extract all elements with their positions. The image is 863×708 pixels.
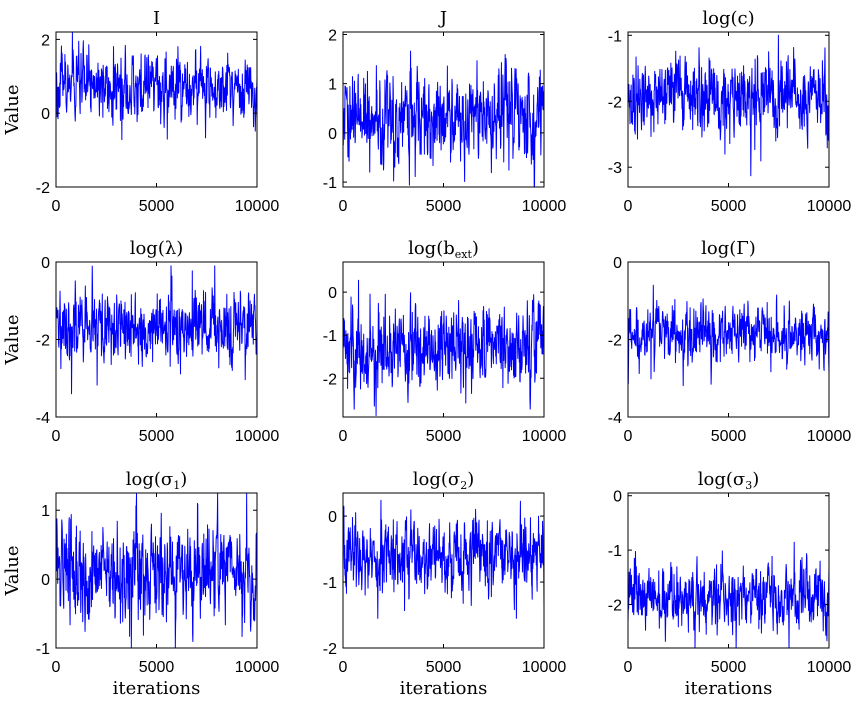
panel-title: log(Γ) [701,238,756,259]
y-tick-label: 0 [41,255,50,272]
trace-line [628,34,829,177]
x-tick-label: 10000 [522,428,567,445]
x-tick-label: 5000 [426,659,462,676]
trace-panel: 0 5000 10000 -4 -2 0 log(λ) Value [2,238,279,445]
trace-line [343,50,544,187]
y-tick-label: 2 [41,32,50,49]
x-tick-label: 5000 [139,659,175,676]
x-tick-label: 0 [339,659,348,676]
y-tick-label: 0 [41,106,50,123]
y-tick-label: -2 [608,94,622,111]
y-tick-label: 0 [41,572,50,589]
y-tick-label: 2 [328,27,337,44]
x-tick-label: 10000 [235,428,280,445]
x-tick-label: 10000 [807,659,852,676]
panel-title: log(σ3) [698,469,759,492]
x-axis-label: iterations [113,678,201,699]
trace-panel: 0 5000 10000 -3 -2 -1 log(c) [608,8,852,215]
y-tick-label: -3 [608,160,622,177]
panel-title: log(σ2) [413,469,474,492]
x-tick-label: 10000 [807,198,852,215]
x-tick-label: 10000 [807,428,852,445]
trace-panel: 0 5000 10000 -2 -1 0 log(σ3) iterations [608,469,852,699]
trace-panel: 0 5000 10000 -4 -2 0 log(Γ) [608,238,852,445]
x-tick-label: 0 [52,198,61,215]
x-tick-label: 5000 [711,198,747,215]
y-tick-label: 0 [613,255,622,272]
y-tick-label: 0 [328,285,337,302]
panel-title: I [153,8,160,29]
y-tick-label: -4 [608,410,622,427]
panel-title: J [438,8,447,29]
y-tick-label: 0 [328,126,337,143]
x-tick-label: 0 [339,198,348,215]
y-axis-label: Value [2,84,23,135]
x-tick-label: 5000 [426,428,462,445]
x-tick-label: 0 [52,659,61,676]
x-axis-label: iterations [400,678,488,699]
y-tick-label: -1 [36,641,50,658]
y-tick-label: -4 [36,410,50,427]
trace-panel: 0 5000 10000 -2 -1 0 log(bext) [323,238,567,445]
y-tick-label: -1 [323,575,337,592]
trace-line [343,279,544,416]
x-axis-label: iterations [685,678,773,699]
panel-title: log(c) [702,8,754,29]
x-tick-label: 0 [624,659,633,676]
x-tick-label: 0 [624,428,633,445]
panel-title: log(λ) [130,238,184,259]
x-tick-label: 0 [52,428,61,445]
y-tick-label: -2 [36,180,50,197]
x-tick-label: 5000 [139,428,175,445]
x-tick-label: 5000 [711,428,747,445]
y-tick-label: 0 [328,509,337,526]
trace-line [56,265,257,395]
trace-line [343,499,544,619]
x-tick-label: 5000 [139,198,175,215]
y-axis-label: Value [2,545,23,596]
y-tick-label: -2 [323,371,337,388]
x-tick-label: 5000 [426,198,462,215]
trace-line [56,493,257,648]
trace-line [628,284,829,387]
trace-panel: 0 5000 10000 -2 -1 0 log(σ2) iterations [323,469,567,699]
y-tick-label: -1 [323,175,337,192]
x-tick-label: 10000 [235,659,280,676]
x-tick-label: 5000 [711,659,747,676]
x-tick-label: 10000 [235,198,280,215]
y-tick-label: -2 [608,597,622,614]
panel-title: log(bext) [408,238,479,261]
y-tick-label: 0 [613,489,622,506]
y-tick-label: -2 [608,333,622,350]
y-tick-label: -1 [608,28,622,45]
y-tick-label: 1 [328,77,337,94]
y-tick-label: -1 [323,328,337,345]
x-tick-label: 0 [624,198,633,215]
trace-line [56,32,257,141]
y-tick-label: -2 [36,333,50,350]
x-tick-label: 10000 [522,198,567,215]
panel-title: log(σ1) [126,469,187,492]
x-tick-label: 10000 [522,659,567,676]
y-tick-label: 1 [41,503,50,520]
trace-line [628,541,829,648]
y-tick-label: -2 [323,641,337,658]
x-tick-label: 0 [339,428,348,445]
y-axis-label: Value [2,314,23,365]
y-tick-label: -1 [608,543,622,560]
